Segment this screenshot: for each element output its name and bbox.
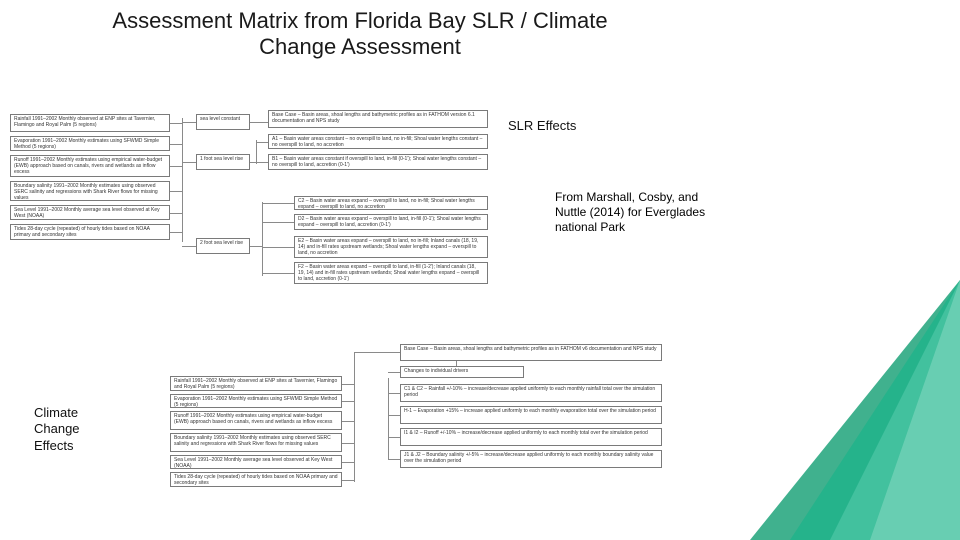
connector bbox=[182, 162, 196, 163]
connector bbox=[170, 144, 182, 145]
slr-scenario-box: sea level constant bbox=[196, 114, 250, 130]
connector bbox=[256, 162, 268, 163]
connector bbox=[388, 415, 400, 416]
slr-input-box: Tides 28-day cycle (repeated) of hourly … bbox=[10, 224, 170, 240]
cce-case-box: H-1 – Evaporation +15% – increase applie… bbox=[400, 406, 662, 424]
cce-input-box: Runoff 1991–2002 Monthly estimates using… bbox=[170, 411, 342, 430]
slr-input-box: Evaporation 1991–2002 Monthly estimates … bbox=[10, 136, 170, 151]
connector bbox=[170, 213, 182, 214]
slr-case-box: B1 – Basin water areas constant if overs… bbox=[268, 154, 488, 170]
connector bbox=[262, 222, 294, 223]
connector bbox=[262, 273, 294, 274]
connector bbox=[388, 393, 400, 394]
cce-case-box: J1 & J2 – Boundary salinity +/-5% – incr… bbox=[400, 450, 662, 468]
connector bbox=[354, 352, 400, 353]
citation-text: From Marshall, Cosby, and Nuttle (2014) … bbox=[555, 190, 725, 235]
accent-triangle bbox=[870, 280, 960, 540]
cce-case-box: I1 & I2 – Runoff +/-10% – increase/decre… bbox=[400, 428, 662, 446]
slr-case-box: C2 – Basin water areas expand – overspil… bbox=[294, 196, 488, 210]
connector bbox=[262, 202, 263, 276]
cce-input-box: Evaporation 1991–2002 Monthly estimates … bbox=[170, 394, 342, 408]
cce-input-box: Boundary salinity 1991–2002 Monthly esti… bbox=[170, 433, 342, 452]
connector bbox=[256, 142, 268, 143]
connector bbox=[388, 459, 400, 460]
connector bbox=[182, 118, 183, 242]
connector bbox=[256, 140, 257, 164]
connector bbox=[342, 401, 354, 402]
slr-case-box: F2 – Basin water areas expand – overspil… bbox=[294, 262, 488, 284]
slr-input-box: Boundary salinity 1991–2002 Monthly esti… bbox=[10, 181, 170, 201]
connector bbox=[182, 122, 196, 123]
cce-input-box: Tides 28-day cycle (repeated) of hourly … bbox=[170, 472, 342, 487]
connector bbox=[250, 122, 268, 123]
connector bbox=[342, 462, 354, 463]
cce-center-box: Base Case – Basin areas, shoal lengths a… bbox=[400, 344, 662, 361]
connector bbox=[354, 352, 355, 482]
connector bbox=[262, 203, 294, 204]
page-title: Assessment Matrix from Florida Bay SLR /… bbox=[80, 8, 640, 61]
cce-center-box: Changes to individual drivers bbox=[400, 366, 524, 378]
slr-case-box: A1 – Basin water areas constant – no ove… bbox=[268, 134, 488, 149]
connector bbox=[342, 480, 354, 481]
slr-input-box: Runoff 1991–2002 Monthly estimates using… bbox=[10, 155, 170, 177]
connector bbox=[342, 443, 354, 444]
connector bbox=[456, 361, 457, 366]
cce-case-box: C1 & C2 – Rainfall +/-10% – increase/dec… bbox=[400, 384, 662, 402]
cce-input-box: Rainfall 1991–2002 Monthly observed at E… bbox=[170, 376, 342, 391]
slr-case-box: E2 – Basin water areas expand – overspil… bbox=[294, 236, 488, 258]
slr-scenario-box: 1 foot sea level rise bbox=[196, 154, 250, 170]
slr-scenario-box: 2 foot sea level rise bbox=[196, 238, 250, 254]
slr-case-box: Base Case – Basin areas, shoal lengths a… bbox=[268, 110, 488, 128]
connector bbox=[342, 421, 354, 422]
slr-input-box: Sea Level 1991–2002 Monthly average sea … bbox=[10, 205, 170, 220]
connector bbox=[388, 437, 400, 438]
slr-input-box: Rainfall 1991–2002 Monthly observed at E… bbox=[10, 114, 170, 132]
slr-case-box: D2 – Basin water areas expand – overspil… bbox=[294, 214, 488, 230]
connector bbox=[170, 191, 182, 192]
connector bbox=[170, 166, 182, 167]
connector bbox=[170, 232, 182, 233]
connector bbox=[250, 246, 262, 247]
connector bbox=[262, 247, 294, 248]
connector bbox=[388, 372, 400, 373]
climate-change-effects-label: Climate Change Effects bbox=[34, 405, 114, 454]
connector bbox=[388, 378, 389, 460]
slr-effects-label: SLR Effects bbox=[508, 118, 576, 134]
connector bbox=[182, 246, 196, 247]
connector bbox=[342, 384, 354, 385]
connector bbox=[170, 123, 182, 124]
cce-input-box: Sea Level 1991–2002 Monthly average sea … bbox=[170, 455, 342, 469]
